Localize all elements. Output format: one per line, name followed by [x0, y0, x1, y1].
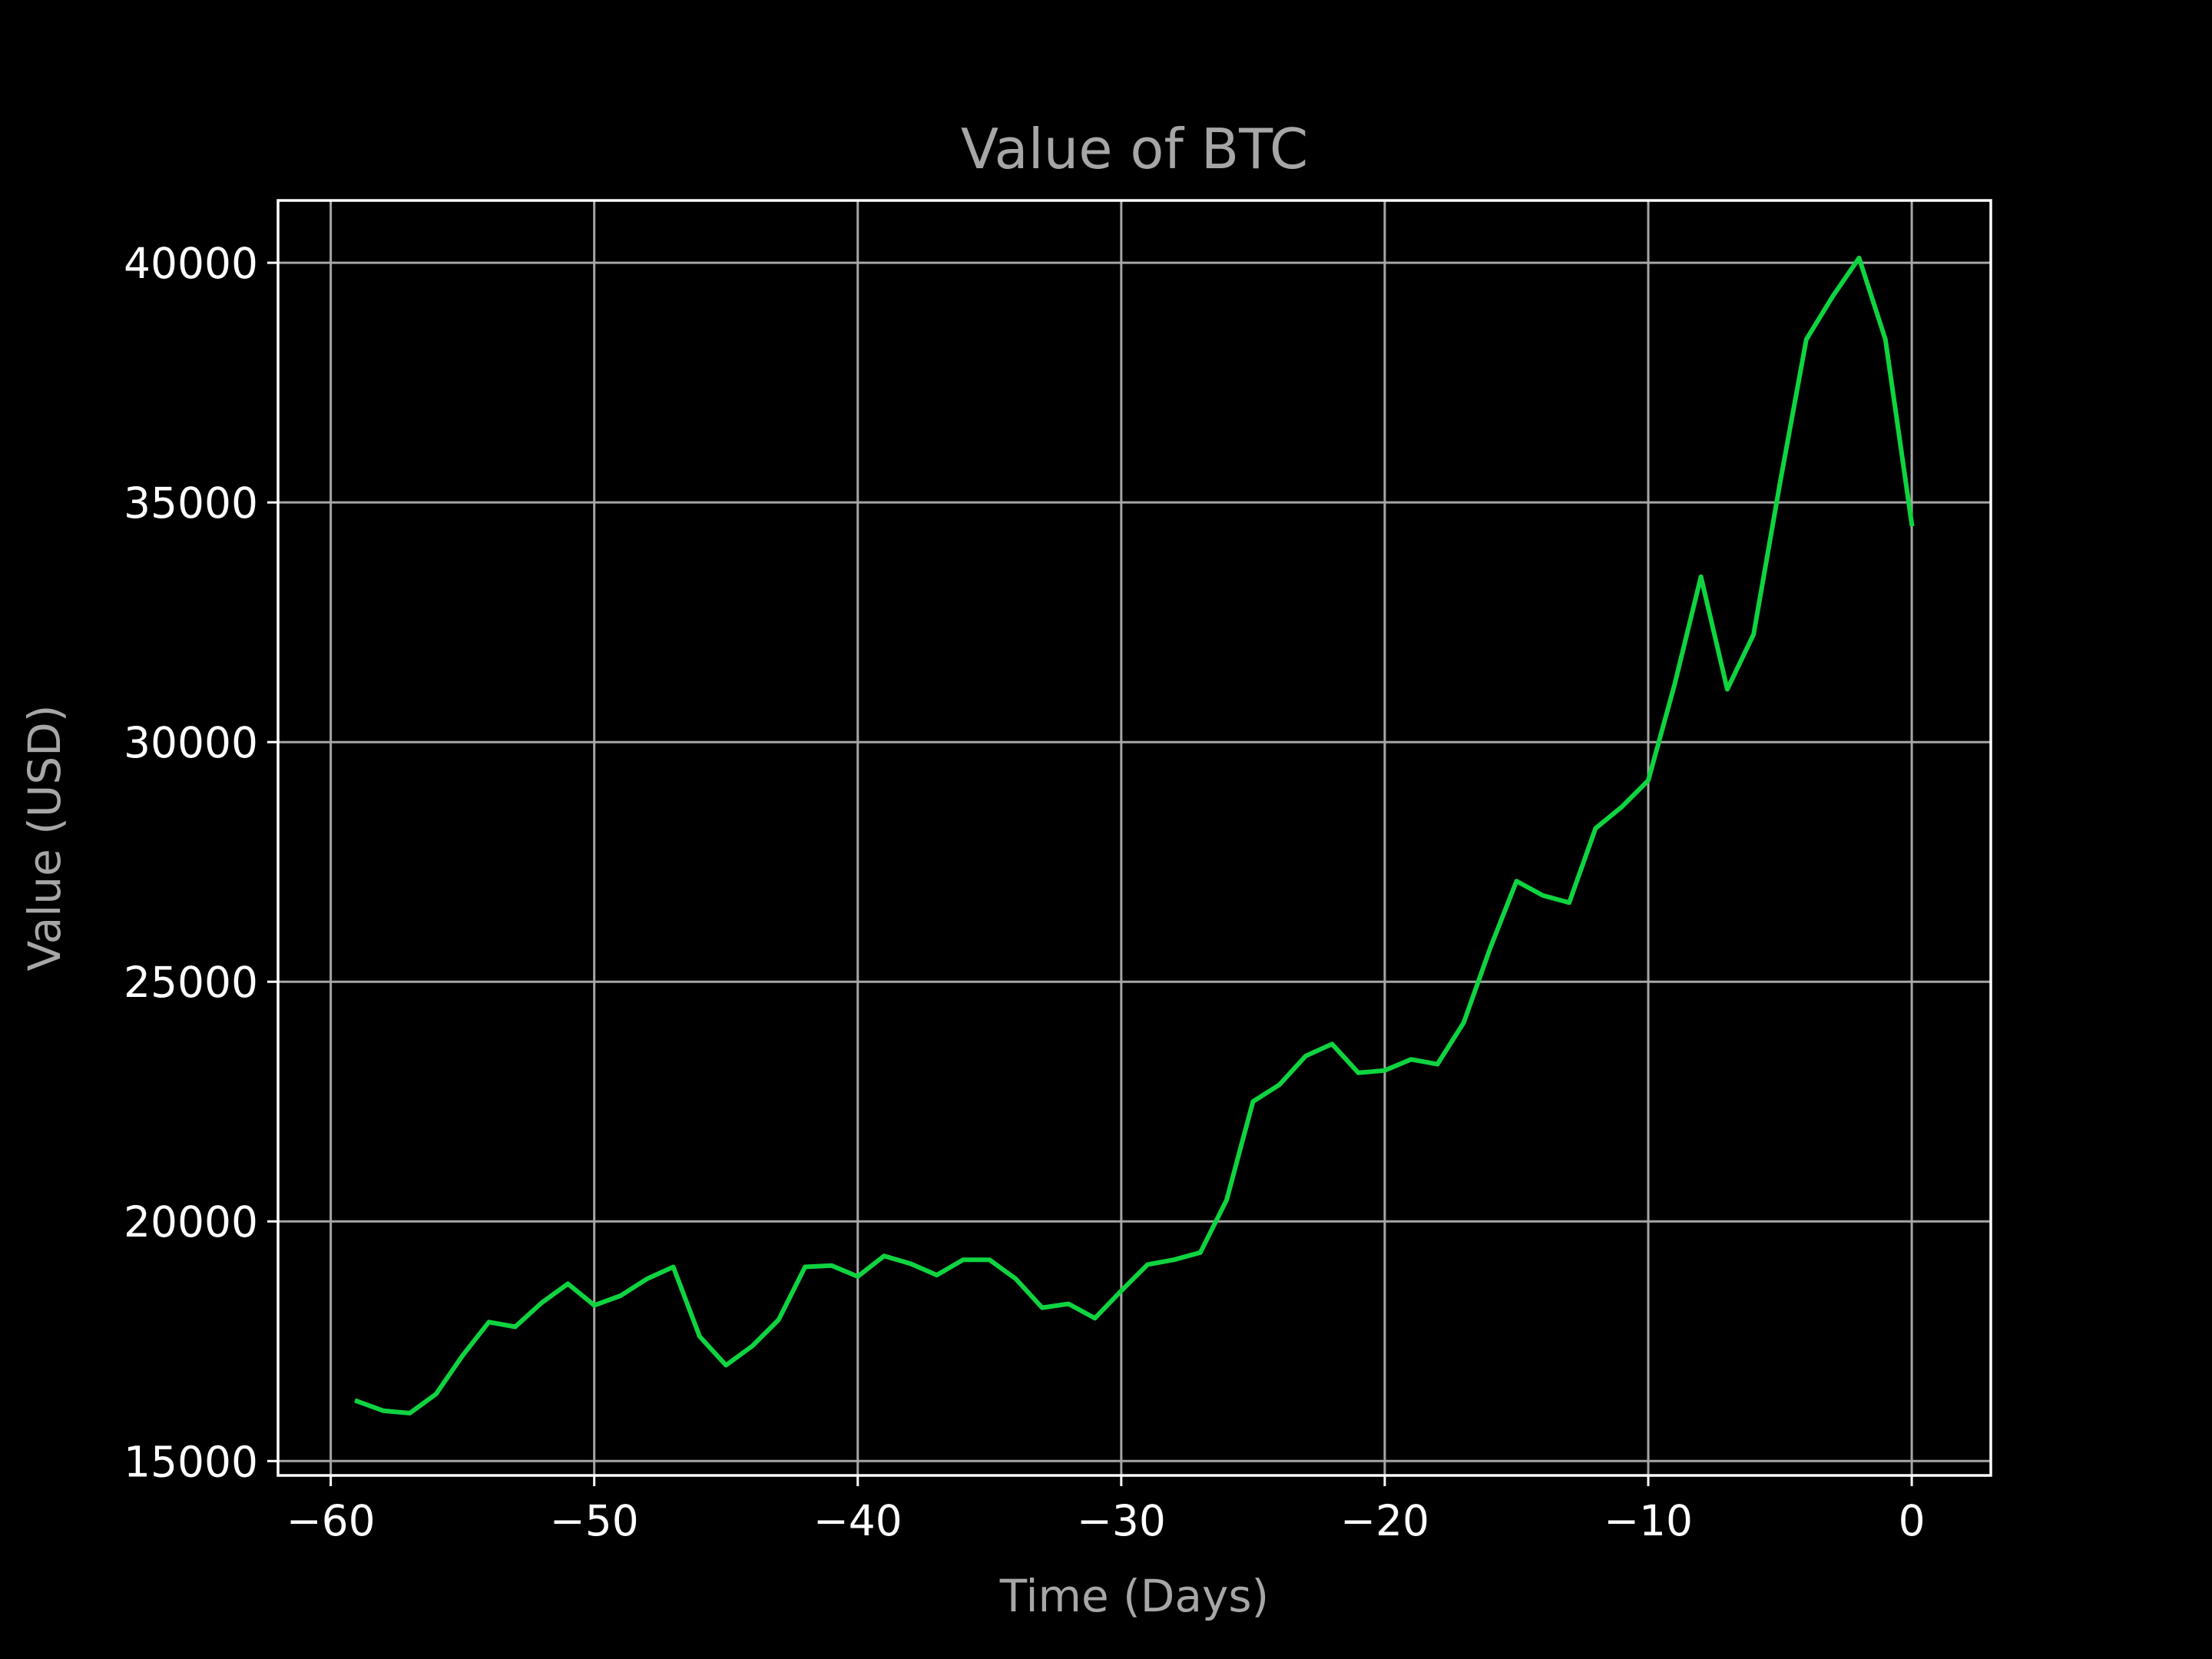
- x-tick-label: −60: [286, 1496, 376, 1545]
- y-tick-label: 20000: [124, 1197, 258, 1247]
- y-tick-label: 25000: [124, 958, 258, 1007]
- x-tick-label: −30: [1077, 1496, 1166, 1545]
- chart-title: Value of BTC: [961, 117, 1308, 181]
- grid-lines: [278, 200, 1991, 1475]
- plot-area-frame: [276, 199, 1992, 1477]
- x-tick-label: −50: [550, 1496, 639, 1545]
- x-tick-label: 0: [1899, 1496, 1926, 1545]
- x-tick-label: −20: [1340, 1496, 1429, 1545]
- y-tick-label: 15000: [124, 1437, 258, 1486]
- x-tick-label: −10: [1604, 1496, 1693, 1545]
- x-axis-label: Time (Days): [999, 1570, 1269, 1622]
- series-layer: [354, 255, 1915, 1416]
- x-tick-label: −40: [813, 1496, 902, 1545]
- y-axis-label: Value (USD): [18, 705, 71, 972]
- y-tick-label: 40000: [124, 239, 258, 288]
- axis-ticks: −60 −50 −40 −30 −20 −10 0 15000 20000 25000 30000 3…: [124, 239, 1926, 1545]
- y-tick-label: 35000: [124, 478, 258, 528]
- btc-value-line: [354, 255, 1915, 1416]
- y-tick-label: 30000: [124, 718, 258, 767]
